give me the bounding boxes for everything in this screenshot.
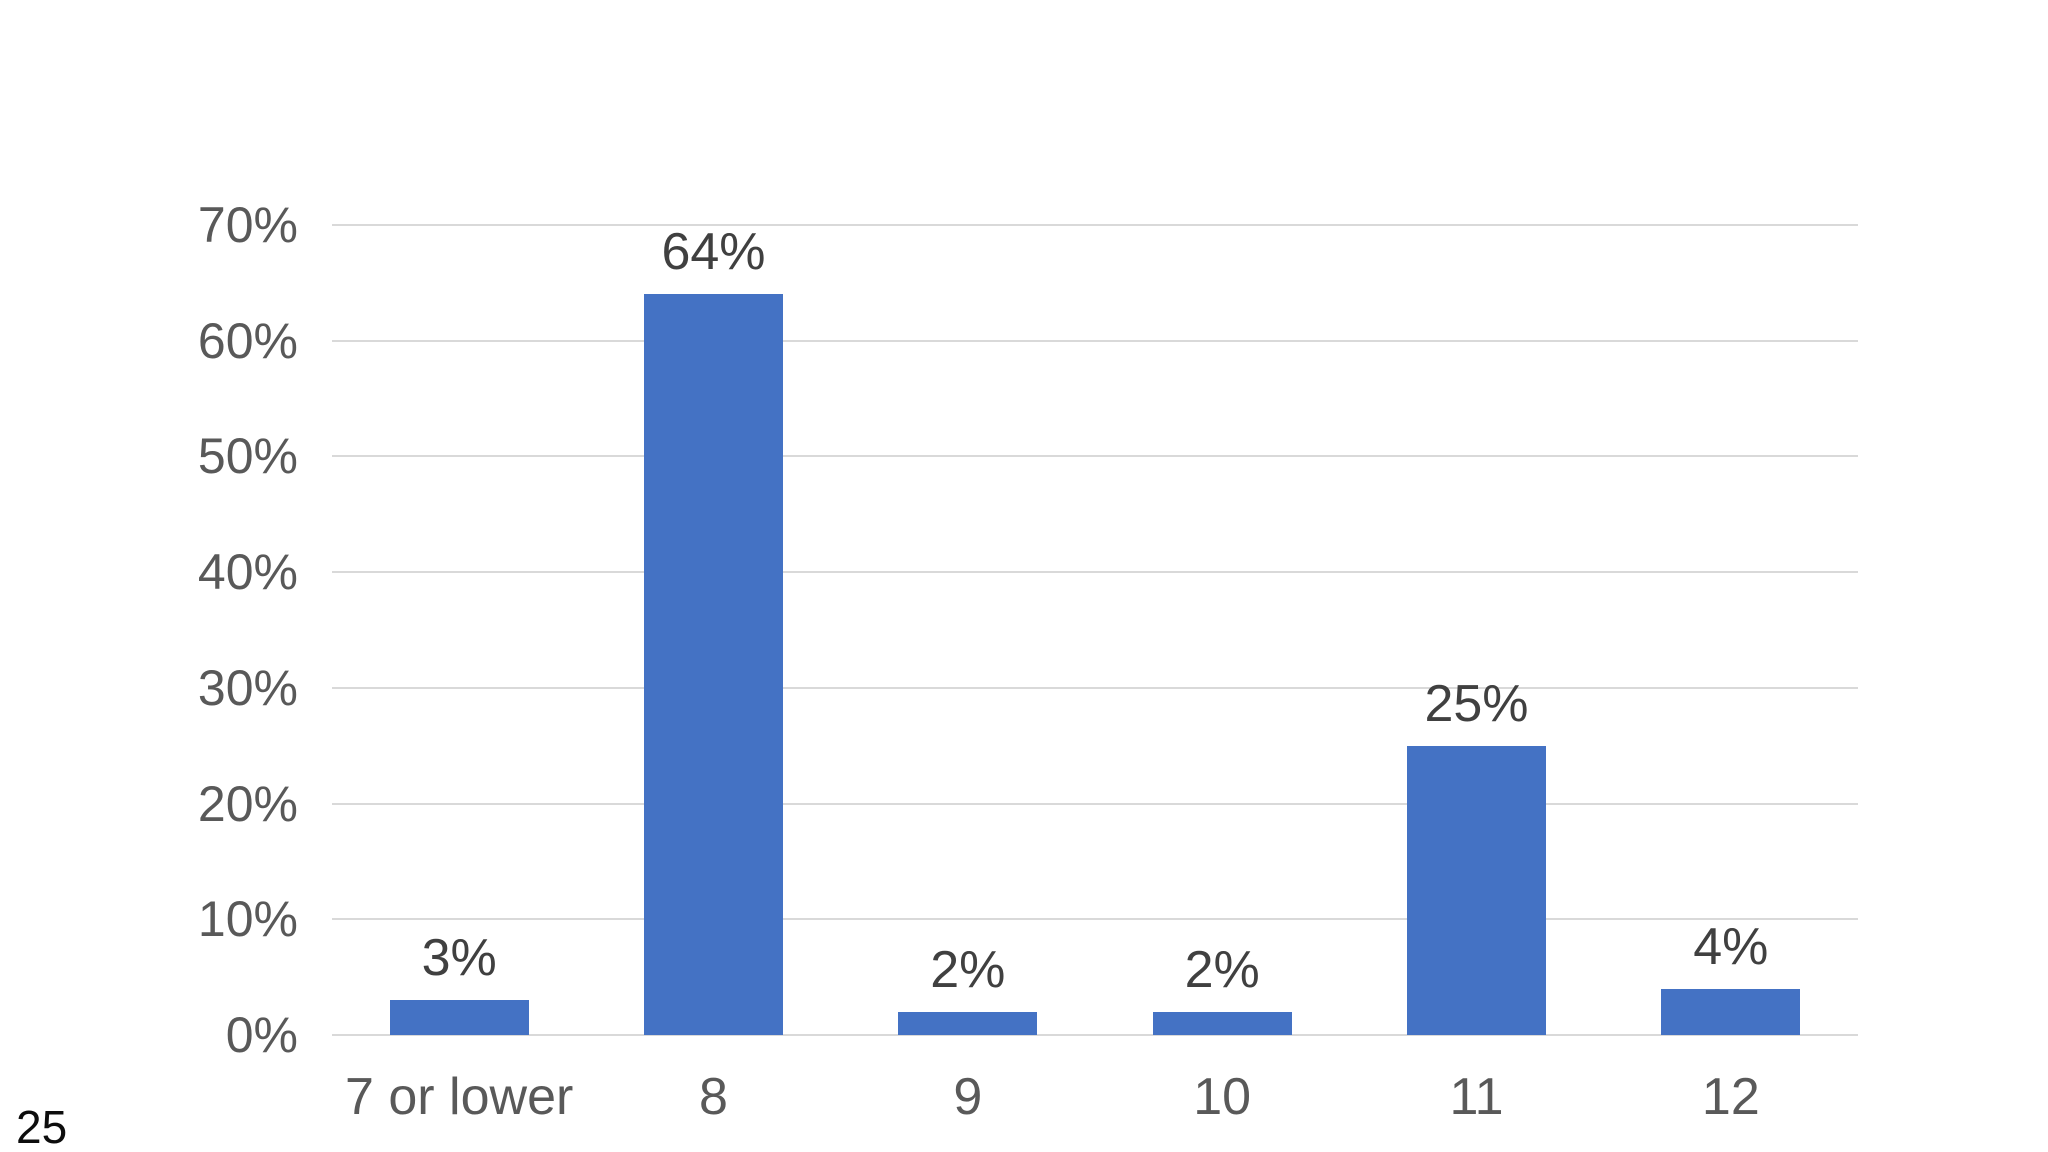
- bar-7-or-lower: [390, 1000, 529, 1035]
- x-axis-category-label: 7 or lower: [345, 1068, 574, 1126]
- gridline: [332, 339, 1858, 342]
- y-axis-tick-label: 30%: [197, 659, 298, 716]
- bar-9: [898, 1012, 1037, 1035]
- x-axis-category-label: 9: [953, 1068, 983, 1126]
- y-axis-tick-label: 20%: [197, 775, 298, 832]
- y-axis-tick-label: 0%: [225, 1007, 298, 1063]
- y-axis-tick-label: 70%: [197, 197, 298, 253]
- gridline: [332, 802, 1858, 805]
- bar-12: [1661, 989, 1800, 1035]
- bar-11: [1407, 746, 1546, 1035]
- gridline: [332, 571, 1858, 574]
- bar-data-label: 2%: [930, 941, 1006, 999]
- x-axis-category-label: 8: [699, 1068, 728, 1126]
- bar-10: [1153, 1012, 1292, 1035]
- bar-data-label: 25%: [1424, 675, 1529, 733]
- bar-data-label: 64%: [661, 223, 766, 281]
- y-axis-tick-label: 10%: [197, 891, 298, 948]
- bar-8: [644, 294, 783, 1035]
- gridline: [332, 455, 1858, 458]
- y-axis-tick-label: 60%: [197, 312, 298, 369]
- bar-data-label: 4%: [1693, 918, 1769, 976]
- gridline: [332, 918, 1858, 921]
- x-axis-line: [332, 1034, 1858, 1036]
- x-axis-category-label: 12: [1701, 1068, 1760, 1126]
- y-axis-tick-label: 50%: [197, 428, 298, 485]
- x-axis-category-label: 10: [1193, 1068, 1252, 1126]
- plot-area: 0% 10% 20% 30% 40% 50% 60% 70% 3% 7 or lower 64% 8 2…: [198, 200, 1858, 1123]
- gridline: [332, 686, 1858, 689]
- bar-data-label: 3%: [421, 929, 497, 987]
- x-axis-category-label: 11: [1449, 1068, 1504, 1126]
- slide-number: 25: [16, 1101, 68, 1152]
- gridline: [332, 224, 1858, 226]
- y-axis-tick-label: 40%: [197, 544, 298, 601]
- bar-data-label: 2%: [1184, 941, 1260, 999]
